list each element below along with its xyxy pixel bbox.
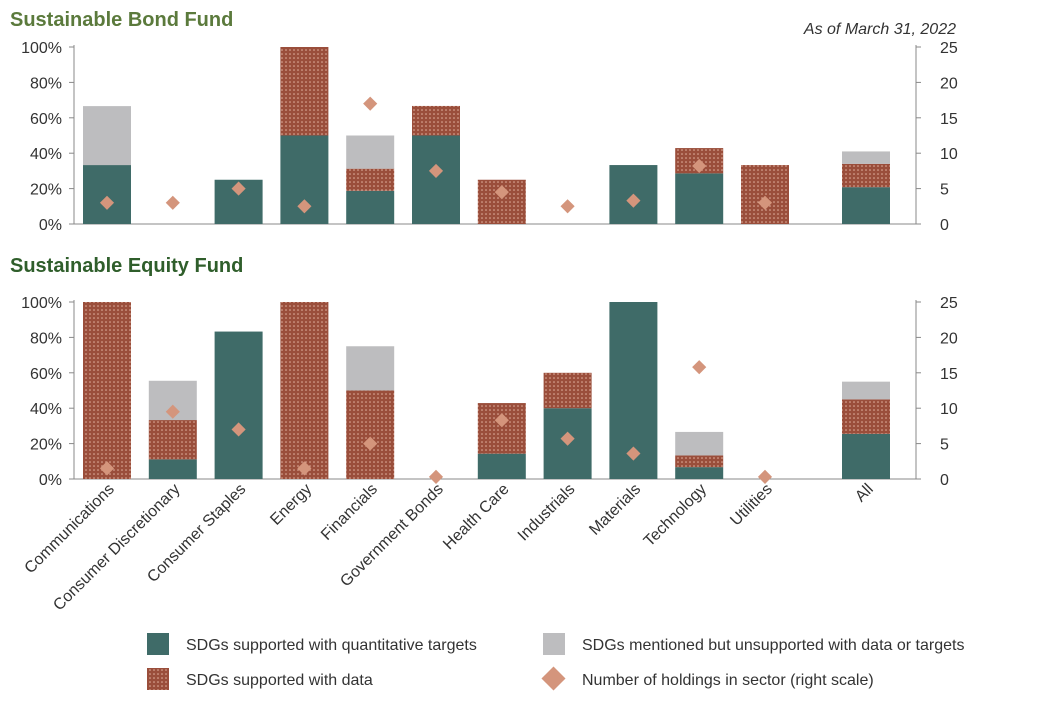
category-label: Industrials (515, 481, 579, 545)
bar-mentioned (675, 431, 724, 456)
right-tick-label: 20 (940, 330, 958, 347)
holdings-diamond (428, 163, 444, 178)
left-tick-label: 20% (30, 182, 62, 199)
holdings-diamond (757, 469, 773, 484)
left-tick-label: 60% (30, 366, 62, 383)
holdings-diamond (626, 193, 641, 208)
holdings-diamond (99, 461, 115, 476)
left-tick-label: 0% (39, 472, 62, 489)
equity-fund-title: Sustainable Equity Fund (10, 255, 243, 277)
bar-data (842, 399, 890, 434)
right-tick-label: 10 (940, 401, 958, 418)
legend-label-data: SDGs supported with data (186, 672, 373, 689)
holdings-diamond (428, 469, 444, 484)
left-tick-label: 40% (30, 401, 62, 418)
bar-mentioned (346, 135, 395, 169)
bar-data (83, 302, 131, 479)
right-tick-label: 15 (940, 366, 958, 383)
bar-quant (148, 459, 197, 479)
left-tick-label: 100% (21, 40, 62, 57)
left-tick-label: 80% (30, 330, 62, 347)
bar-mentioned (346, 346, 395, 391)
bar-data (842, 163, 890, 188)
right-tick-label: 5 (940, 437, 949, 454)
holdings-diamond (757, 195, 773, 210)
category-label: Utilities (727, 481, 775, 529)
bar-mentioned (842, 381, 890, 400)
category-label: Energy (267, 481, 315, 529)
bar-data (346, 390, 395, 479)
right-tick-label: 5 (940, 182, 949, 199)
holdings-diamond (297, 461, 312, 476)
holdings-diamond (231, 181, 246, 196)
category-label: Financials (318, 481, 381, 544)
right-tick-label: 15 (940, 111, 958, 128)
equity-fund-chart: 0% 20% 40% 60% 80% 100% 0 5 10 15 20 25 (21, 295, 958, 489)
left-tick-label: 60% (30, 111, 62, 128)
holdings-diamond (692, 158, 707, 174)
bar-data (280, 302, 329, 479)
bar-data (412, 105, 460, 136)
bar-quant (83, 165, 131, 224)
right-tick-label: 0 (940, 217, 949, 234)
bar-data (543, 372, 592, 409)
legend: SDGs supported with quantitative targets… (147, 633, 964, 691)
holdings-diamond (560, 199, 575, 214)
right-tick-label: 0 (940, 472, 949, 489)
right-tick-label: 25 (940, 295, 958, 312)
legend-swatch-mentioned (543, 633, 565, 655)
category-label: Health Care (440, 481, 512, 553)
bar-data (346, 168, 395, 191)
holdings-diamond (363, 436, 378, 451)
legend-diamond-icon (541, 666, 566, 691)
category-label: All (852, 481, 877, 506)
holdings-diamond (165, 195, 180, 210)
category-label: Technology (641, 481, 710, 550)
holdings-diamond (231, 422, 246, 437)
bar-data (280, 47, 329, 136)
bar-quant (842, 433, 890, 479)
category-label: Materials (586, 481, 644, 539)
bar-quant (675, 173, 724, 224)
bar-quant (477, 453, 526, 479)
bar-mentioned (842, 151, 890, 164)
bar-mentioned (83, 106, 131, 166)
right-tick-label: 25 (940, 40, 958, 57)
holdings-diamond (363, 96, 378, 111)
category-label: Consumer Discretionary (50, 481, 183, 614)
left-tick-label: 20% (30, 437, 62, 454)
bar-quant (346, 190, 395, 224)
bar-quant (412, 135, 460, 224)
right-tick-label: 10 (940, 146, 958, 163)
legend-swatch-data (147, 668, 169, 690)
bar-quant (842, 187, 890, 224)
holdings-diamond (165, 404, 180, 419)
left-tick-label: 100% (21, 295, 62, 312)
legend-swatch-quantitative (147, 633, 169, 655)
left-tick-label: 40% (30, 146, 62, 163)
right-tick-label: 20 (940, 75, 958, 92)
legend-label-mentioned: SDGs mentioned but unsupported with data… (582, 637, 964, 654)
bar-data (675, 455, 724, 468)
left-tick-label: 0% (39, 217, 62, 234)
holdings-diamond (626, 446, 641, 461)
bond-fund-chart: 0% 20% 40% 60% 80% 100% 0 5 10 15 20 25 (21, 40, 958, 234)
holdings-diamond (494, 185, 509, 200)
bar-data (148, 420, 197, 460)
holdings-diamond (560, 431, 575, 446)
holdings-diamond (297, 199, 312, 214)
holdings-diamond (494, 413, 509, 428)
holdings-diamond (692, 360, 707, 375)
as-of-date: As of March 31, 2022 (803, 21, 956, 38)
bar-data (741, 165, 789, 224)
left-tick-label: 80% (30, 75, 62, 92)
bond-fund-title: Sustainable Bond Fund (10, 9, 233, 31)
legend-label-holdings: Number of holdings in sector (right scal… (582, 672, 874, 689)
bar-quant (214, 331, 263, 479)
bar-quant (675, 467, 724, 479)
legend-label-quantitative: SDGs supported with quantitative targets (186, 637, 477, 654)
bar-data (477, 403, 526, 454)
